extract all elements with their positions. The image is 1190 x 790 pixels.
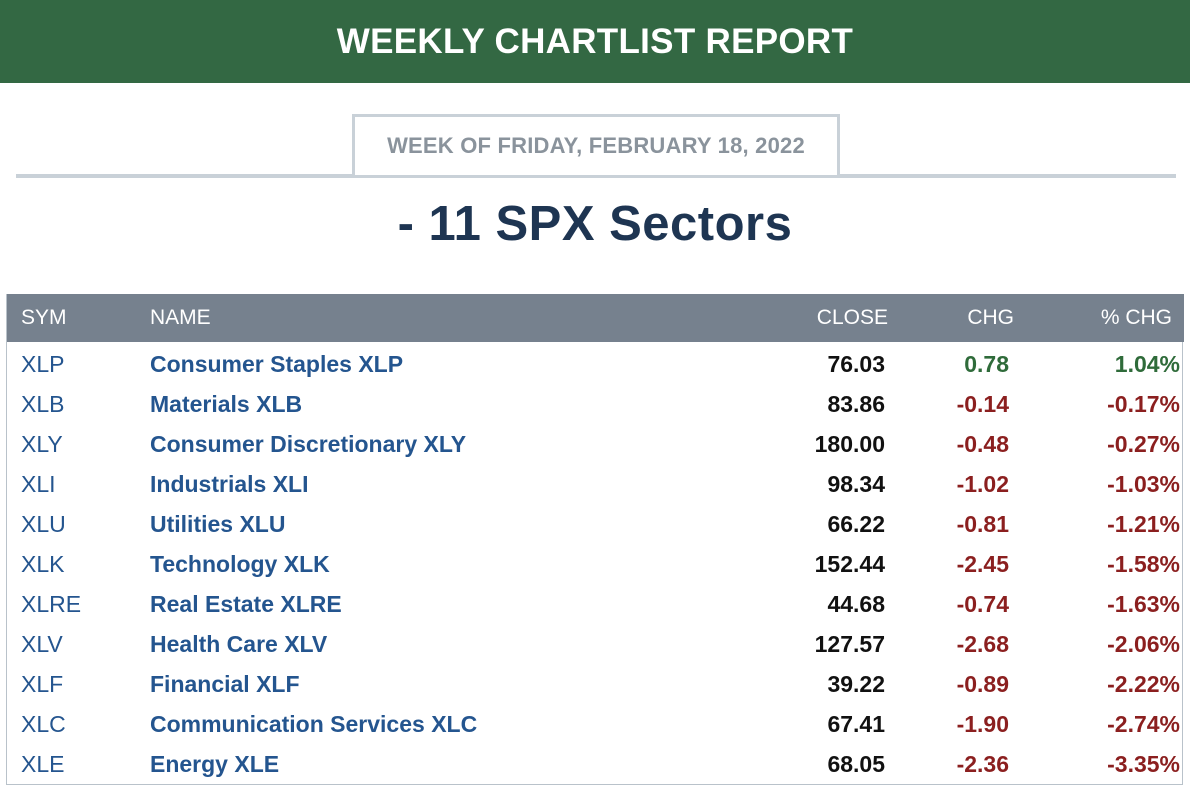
table-row: XLI Industrials XLI 98.34 -1.02 -1.03% (7, 464, 1184, 504)
row-symbol-link[interactable]: XLU (21, 511, 66, 537)
column-header-sym[interactable]: SYM (21, 306, 67, 329)
row-pct-change-value: -2.74% (1107, 711, 1180, 737)
row-name-link[interactable]: Health Care XLV (150, 631, 328, 657)
row-change-value: -1.02 (956, 471, 1009, 497)
row-change-value: -2.45 (956, 551, 1009, 577)
row-pct-change-value: -0.17% (1107, 391, 1180, 417)
table-row: XLB Materials XLB 83.86 -0.14 -0.17% (7, 384, 1184, 424)
table-row: XLF Financial XLF 39.22 -0.89 -2.22% (7, 664, 1184, 704)
row-symbol-link[interactable]: XLI (21, 471, 56, 497)
table-row: XLC Communication Services XLC 67.41 -1.90 -… (7, 704, 1184, 744)
row-symbol-link[interactable]: XLB (21, 391, 65, 417)
row-symbol-link[interactable]: XLV (21, 631, 63, 657)
row-change-value: -0.14 (956, 391, 1009, 417)
table-row: XLE Energy XLE 68.05 -2.36 -3.35% (7, 744, 1184, 784)
row-close-value: 68.05 (827, 751, 885, 777)
row-pct-change-value: -2.22% (1107, 671, 1180, 697)
row-close-value: 76.03 (827, 351, 885, 377)
row-name-link[interactable]: Energy XLE (150, 751, 280, 777)
row-pct-change-value: -1.21% (1107, 511, 1180, 537)
row-name-link[interactable]: Consumer Staples XLP (150, 351, 404, 377)
row-close-value: 44.68 (827, 591, 885, 617)
row-name-link[interactable]: Communication Services XLC (150, 711, 478, 737)
table-row: XLV Health Care XLV 127.57 -2.68 -2.06% (7, 624, 1184, 664)
section-title: - 11 SPX Sectors (397, 197, 793, 251)
row-close-value: 127.57 (814, 631, 885, 657)
row-name-link[interactable]: Financial XLF (150, 671, 300, 697)
table-row: XLY Consumer Discretionary XLY 180.00 -0.48… (7, 424, 1184, 464)
row-symbol-link[interactable]: XLE (21, 751, 65, 777)
week-divider (16, 174, 1176, 178)
row-symbol-link[interactable]: XLP (21, 351, 65, 377)
table-row: XLK Technology XLK 152.44 -2.45 -1.58% (7, 544, 1184, 584)
row-symbol-link[interactable]: XLK (21, 551, 65, 577)
row-close-value: 67.41 (827, 711, 885, 737)
row-change-value: -0.89 (956, 671, 1009, 697)
row-close-value: 66.22 (827, 511, 885, 537)
table-row: XLU Utilities XLU 66.22 -0.81 -1.21% (7, 504, 1184, 544)
row-pct-change-value: -1.58% (1107, 551, 1180, 577)
column-header-chg[interactable]: CHG (967, 306, 1014, 329)
column-header-close[interactable]: CLOSE (816, 306, 888, 329)
report-banner: WEEKLY CHARTLIST REPORT (0, 0, 1190, 83)
column-header-pct-chg[interactable]: % CHG (1100, 306, 1172, 329)
row-name-link[interactable]: Materials XLB (150, 391, 303, 417)
row-close-value: 180.00 (814, 431, 885, 457)
row-name-link[interactable]: Technology XLK (150, 551, 330, 577)
report-title: WEEKLY CHARTLIST REPORT (336, 21, 854, 61)
row-change-value: -0.48 (956, 431, 1009, 457)
row-pct-change-value: -1.03% (1107, 471, 1180, 497)
table-header: SYM NAME CLOSE CHG % CHG (7, 294, 1184, 342)
row-change-value: -1.90 (956, 711, 1009, 737)
row-close-value: 152.44 (814, 551, 885, 577)
row-change-value: 0.78 (964, 351, 1009, 377)
row-name-link[interactable]: Real Estate XLRE (150, 591, 342, 617)
row-pct-change-value: -2.06% (1107, 631, 1180, 657)
row-change-value: -2.68 (956, 631, 1009, 657)
column-header-name[interactable]: NAME (150, 306, 211, 329)
row-pct-change-value: -0.27% (1107, 431, 1180, 457)
row-symbol-link[interactable]: XLRE (21, 591, 82, 617)
row-close-value: 39.22 (827, 671, 885, 697)
week-label-box: WEEK OF FRIDAY, FEBRUARY 18, 2022 (352, 114, 840, 175)
table-row: XLRE Real Estate XLRE 44.68 -0.74 -1.63% (7, 584, 1184, 624)
sectors-table: SYM NAME CLOSE CHG % CHG XLP Consumer Sta… (6, 294, 1184, 785)
row-symbol-link[interactable]: XLY (21, 431, 63, 457)
row-change-value: -2.36 (956, 751, 1009, 777)
week-label: WEEK OF FRIDAY, FEBRUARY 18, 2022 (387, 133, 805, 158)
row-name-link[interactable]: Utilities XLU (150, 511, 286, 537)
row-symbol-link[interactable]: XLF (21, 671, 64, 697)
row-pct-change-value: -1.63% (1107, 591, 1180, 617)
table-row: XLP Consumer Staples XLP 76.03 0.78 1.04% (7, 344, 1184, 384)
row-close-value: 98.34 (827, 471, 885, 497)
row-name-link[interactable]: Consumer Discretionary XLY (150, 431, 467, 457)
row-pct-change-value: 1.04% (1114, 351, 1180, 377)
row-name-link[interactable]: Industrials XLI (150, 471, 309, 497)
row-symbol-link[interactable]: XLC (21, 711, 66, 737)
row-change-value: -0.74 (956, 591, 1009, 617)
row-close-value: 83.86 (827, 391, 885, 417)
row-pct-change-value: -3.35% (1107, 751, 1180, 777)
row-change-value: -0.81 (956, 511, 1009, 537)
